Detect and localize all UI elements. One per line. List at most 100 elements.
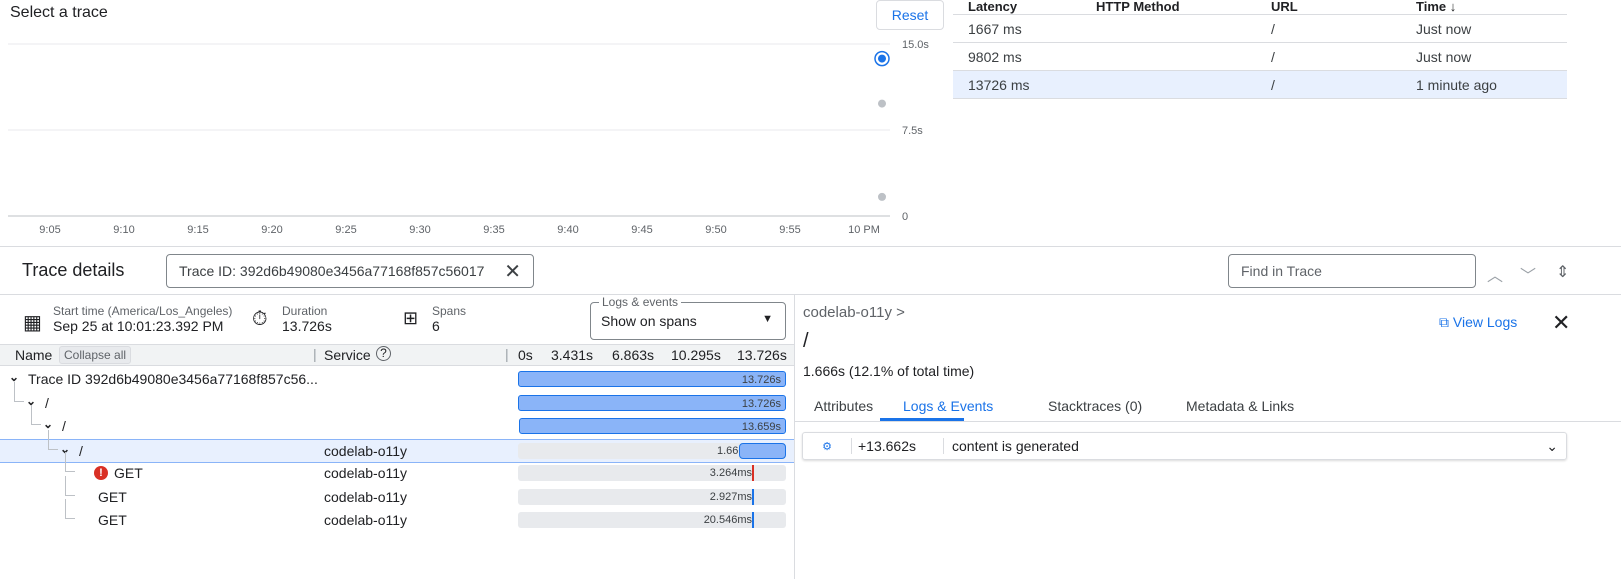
- collapse-all-button[interactable]: Collapse all: [59, 346, 132, 364]
- span-column-header: Name Collapse all | Service ? | 0s 3.431s…: [0, 344, 794, 366]
- table-row[interactable]: 9802 ms / Just now: [953, 43, 1567, 71]
- span-name: /: [45, 394, 49, 411]
- close-icon[interactable]: ✕: [1552, 310, 1571, 335]
- url-cell: /: [1271, 20, 1275, 37]
- span-duration: 2.927ms: [709, 490, 752, 503]
- tab[interactable]: Stacktraces (0): [1048, 398, 1142, 414]
- log-event-row[interactable]: ⚙ +13.662s content is generated ⌄: [802, 432, 1567, 460]
- url-cell: /: [1271, 48, 1275, 65]
- x-tick-label: 10 PM: [848, 224, 880, 236]
- view-logs-link[interactable]: ⧉ View Logs: [1439, 314, 1517, 331]
- time-cell: Just now: [1416, 48, 1472, 65]
- y-tick-label: 7.5s: [902, 125, 923, 137]
- event-time: +13.662s: [851, 438, 943, 454]
- col-time-label: Time: [1416, 0, 1447, 14]
- span-track[interactable]: 3.264ms: [518, 465, 786, 481]
- col-time[interactable]: Time ↓: [1416, 0, 1567, 14]
- tab[interactable]: Attributes: [814, 398, 873, 414]
- tree-connector: [65, 475, 75, 496]
- dropdown-arrow-icon: ▼: [762, 313, 773, 325]
- col-method[interactable]: HTTP Method: [1096, 0, 1180, 14]
- duration-value: 13.726s: [282, 318, 332, 334]
- table-row[interactable]: 1667 ms / Just now: [953, 15, 1567, 43]
- span-row[interactable]: ⌄ / codelab-o11y 1.666s: [0, 429, 794, 463]
- x-tick-label: 9:10: [113, 224, 134, 236]
- span-bar[interactable]: 13.726s: [518, 394, 786, 411]
- tab-label: Metadata & Links: [1186, 398, 1295, 414]
- span-duration: 13.726s: [741, 397, 781, 410]
- span-duration: 20.546ms: [703, 514, 752, 526]
- trace-id-value: Trace ID: 392d6b49080e3456a77168f857c560…: [179, 263, 485, 279]
- span-name: GET: [98, 512, 127, 528]
- column-resizer[interactable]: |: [313, 346, 317, 362]
- error-icon: !: [94, 466, 108, 480]
- reset-button[interactable]: Reset: [876, 0, 944, 30]
- column-resizer[interactable]: |: [505, 346, 509, 362]
- chevron-down-icon[interactable]: ⌄: [26, 393, 37, 408]
- span-track[interactable]: 2.927ms: [518, 488, 786, 505]
- span-name: /: [62, 418, 66, 434]
- latency-cell: 1667 ms: [968, 20, 1022, 37]
- chevron-down-icon[interactable]: ﹀: [1520, 268, 1537, 285]
- event-bug-icon: ⚙: [822, 440, 832, 453]
- col-latency[interactable]: Latency: [968, 0, 1018, 14]
- chevron-up-icon[interactable]: ︿: [1487, 268, 1504, 285]
- span-name: GET: [114, 465, 143, 481]
- chevron-down-icon[interactable]: ⌄: [9, 370, 20, 384]
- span-bar[interactable]: [752, 465, 754, 481]
- span-row[interactable]: ⌄ / 13.726s: [0, 381, 794, 416]
- span-bar[interactable]: [752, 512, 754, 528]
- active-tab-indicator: [880, 418, 964, 421]
- span-bar[interactable]: [752, 488, 754, 505]
- find-in-trace-input[interactable]: Find in Trace: [1228, 254, 1476, 288]
- tree-connector: [31, 405, 41, 425]
- data-point[interactable]: [878, 192, 886, 201]
- table-header: Latency HTTP Method URL Time ↓: [953, 0, 1567, 15]
- x-tick-label: 9:30: [409, 224, 430, 236]
- y-tick-label: 15.0s: [902, 39, 929, 51]
- span-service: codelab-o11y: [324, 465, 408, 481]
- logs-events-select[interactable]: Logs & events Show on spans ▼: [590, 295, 786, 340]
- chevron-down-icon[interactable]: ⌄: [43, 417, 54, 431]
- y-tick-label: 0: [902, 211, 908, 223]
- span-track[interactable]: 20.546ms: [518, 512, 786, 528]
- arrow-down-icon: ↓: [1449, 0, 1457, 14]
- trace-scatter-chart: 15.0s 7.5s 0 9:05 9:10 9:15 9:20 9:25 9:30 9:35 9:…: [8, 39, 929, 236]
- span-bar[interactable]: 13.726s: [518, 371, 786, 387]
- span-duration: 3.264ms: [709, 467, 752, 479]
- table-row[interactable]: 13726 ms / 1 minute ago: [953, 71, 1567, 99]
- open-external-icon: ⧉: [1439, 314, 1449, 330]
- tree-connector: [48, 429, 58, 450]
- chevron-down-icon[interactable]: ⌄: [60, 441, 71, 456]
- span-row[interactable]: GET codelab-o11y 20.546ms: [0, 499, 794, 533]
- x-tick-label: 9:50: [705, 224, 726, 236]
- col-url[interactable]: URL: [1271, 0, 1298, 14]
- x-tick-label: 9:55: [779, 224, 800, 236]
- span-bar[interactable]: 13.659s: [519, 418, 786, 434]
- span-row[interactable]: ⌄ / 13.659s: [0, 405, 794, 439]
- start-time-value: Sep 25 at 10:01:23.392 PM: [53, 318, 224, 334]
- help-icon[interactable]: ?: [376, 346, 391, 361]
- data-point[interactable]: [878, 99, 886, 108]
- span-bar[interactable]: [739, 442, 786, 459]
- span-row[interactable]: GET codelab-o11y 2.927ms: [0, 475, 794, 510]
- span-name: Trace ID 392d6b49080e3456a77168f857c56..…: [28, 371, 318, 387]
- trace-id-field[interactable]: Trace ID: 392d6b49080e3456a77168f857c560…: [166, 254, 534, 288]
- data-point[interactable]: [878, 54, 886, 63]
- tab[interactable]: Logs & Events: [903, 398, 993, 414]
- span-row[interactable]: ! GET codelab-o11y 3.264ms: [0, 452, 794, 486]
- clear-icon[interactable]: ✕: [504, 260, 521, 283]
- timeline-tick: 0s: [518, 347, 533, 363]
- tab-label: Attributes: [814, 398, 874, 414]
- timeline-tick: 13.726s: [737, 347, 787, 363]
- span-row[interactable]: ⌄ Trace ID 392d6b49080e3456a77168f857c56…: [0, 368, 794, 392]
- span-service: codelab-o11y: [324, 442, 408, 459]
- spans-label: Spans: [432, 304, 467, 318]
- logs-events-label: Logs & events: [599, 295, 682, 309]
- expand-chevron-icon[interactable]: ⌄: [1546, 437, 1558, 454]
- tab[interactable]: Metadata & Links: [1186, 398, 1294, 414]
- timeline-tick: 6.863s: [612, 347, 655, 363]
- panel-breadcrumb[interactable]: codelab-o11y >: [803, 304, 905, 321]
- panel-title: /: [803, 330, 809, 352]
- expand-icon[interactable]: ⇕: [1556, 264, 1570, 281]
